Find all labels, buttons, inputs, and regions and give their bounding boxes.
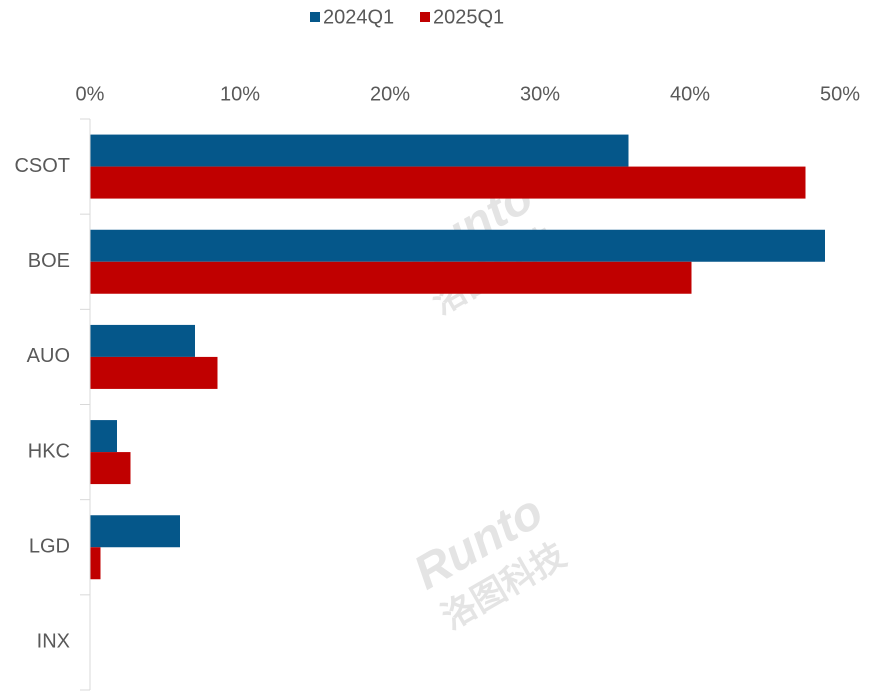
legend-label: 2024Q1 [323,6,394,28]
bar [90,356,218,389]
y-tick-label: HKC [28,440,70,462]
y-tick-label: INX [37,631,70,653]
y-tick-label: BOE [28,250,70,272]
bar [90,134,629,167]
y-tick-label: CSOT [14,155,70,177]
bar [90,229,825,262]
x-tick-label: 0% [76,83,105,105]
bar [90,166,806,199]
bar [90,420,117,453]
legend-swatch [310,12,320,22]
legend-label: 2025Q1 [433,6,504,28]
x-tick-label: 20% [370,83,410,105]
bar [90,452,131,485]
x-tick-label: 40% [670,83,710,105]
x-tick-label: 10% [220,83,260,105]
x-tick-label: 50% [820,83,860,105]
bar [90,261,692,294]
x-tick-label: 30% [520,83,560,105]
y-tick-label: LGD [29,536,70,558]
bar [90,515,180,548]
legend-swatch [420,12,430,22]
bar [90,547,101,580]
bar [90,324,195,357]
y-tick-label: AUO [27,345,70,367]
watermark: Runto 洛图科技 [405,485,572,637]
